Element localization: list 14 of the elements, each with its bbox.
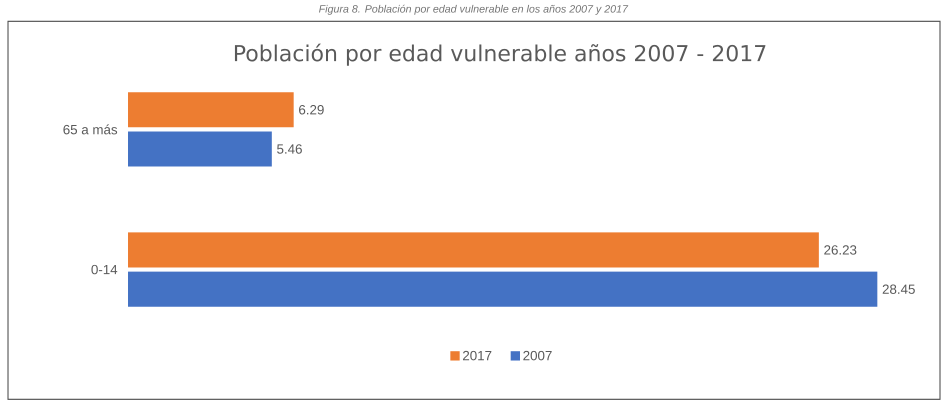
legend-label: 2007 <box>523 351 552 360</box>
chart-title: Población por edad vulnerable años 2007 - 2017 <box>234 44 766 66</box>
data-label: 26.23 <box>824 245 856 255</box>
data-label: 5.46 <box>277 144 302 154</box>
bar <box>128 92 294 128</box>
bar <box>128 232 819 268</box>
legend-label: 2017 <box>463 351 492 360</box>
text: Figura 8. Población por edad vulnerable en los años 2007 y 2017 <box>319 4 628 15</box>
y-tick-label: 0-14 <box>91 265 118 274</box>
bar <box>128 132 272 167</box>
data-label: 28.45 <box>882 284 915 294</box>
y-tick-label: 65 a más <box>63 124 118 135</box>
data-label: 6.29 <box>299 105 324 115</box>
bar <box>128 272 878 307</box>
